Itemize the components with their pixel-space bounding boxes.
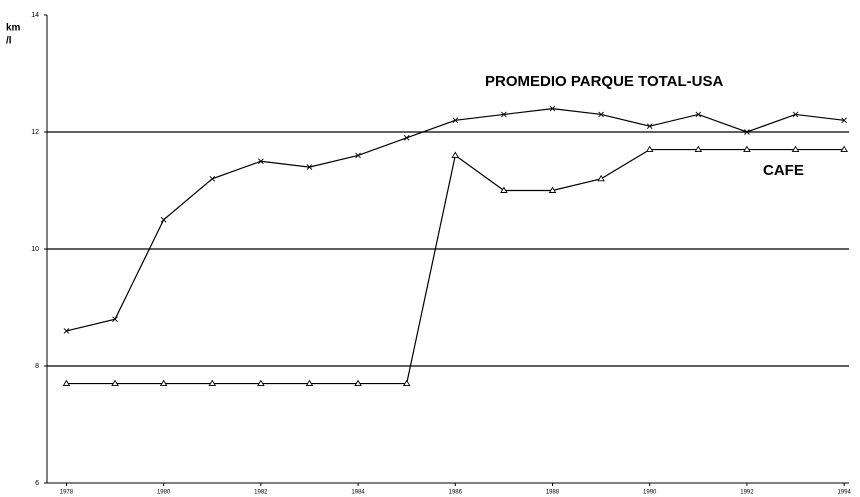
point-marker [744, 129, 750, 135]
point-marker [841, 117, 847, 124]
point-marker [159, 379, 168, 386]
x-tick-label: 1988 [546, 490, 560, 496]
y-tick-label: 14 [31, 12, 39, 19]
y-axis-label: km [6, 23, 21, 34]
point-marker [402, 379, 411, 386]
point-marker [258, 158, 264, 165]
y-tick-label: 10 [31, 246, 39, 253]
point-marker [597, 174, 605, 182]
x-tick-label: 1986 [449, 490, 463, 496]
point-marker [257, 379, 265, 386]
point-marker [549, 105, 556, 112]
point-marker [792, 111, 799, 118]
point-marker [645, 145, 654, 152]
point-marker [160, 216, 167, 223]
point-marker [62, 379, 71, 386]
point-marker [111, 379, 119, 386]
series-annotation: PROMEDIO PARQUE TOTAL-USA [485, 73, 724, 90]
x-tick-label: 1990 [643, 490, 657, 496]
point-marker [646, 123, 653, 129]
point-marker [306, 164, 313, 170]
point-marker [403, 135, 410, 141]
point-marker [743, 145, 751, 152]
x-tick-label: 1978 [60, 490, 74, 496]
point-marker [209, 175, 216, 182]
point-marker [695, 111, 702, 118]
x-tick-label: 1984 [351, 490, 365, 496]
point-marker [208, 379, 217, 386]
x-tick-label: 1992 [740, 490, 754, 496]
point-marker [451, 151, 460, 158]
x-tick-label: 1994 [837, 490, 851, 496]
y-tick-label: 6 [35, 480, 39, 487]
series-annotation: CAFE [763, 162, 804, 179]
series-line [66, 107, 845, 332]
series-line [66, 148, 845, 385]
point-marker [355, 152, 361, 159]
point-marker [500, 186, 508, 193]
point-marker [501, 111, 507, 118]
x-tick-label: 1980 [157, 490, 171, 496]
point-marker [112, 316, 118, 323]
point-marker [694, 145, 703, 152]
point-marker [598, 111, 604, 118]
x-tick-label: 1982 [254, 490, 268, 496]
y-axis-label: /l [6, 36, 12, 47]
point-marker [354, 379, 362, 386]
y-tick-label: 8 [35, 363, 39, 370]
point-marker [791, 145, 800, 152]
point-marker [548, 186, 557, 193]
point-marker [452, 117, 459, 124]
y-tick-label: 12 [31, 129, 39, 136]
point-marker [305, 379, 314, 386]
point-marker [63, 328, 70, 334]
point-marker [840, 145, 848, 152]
